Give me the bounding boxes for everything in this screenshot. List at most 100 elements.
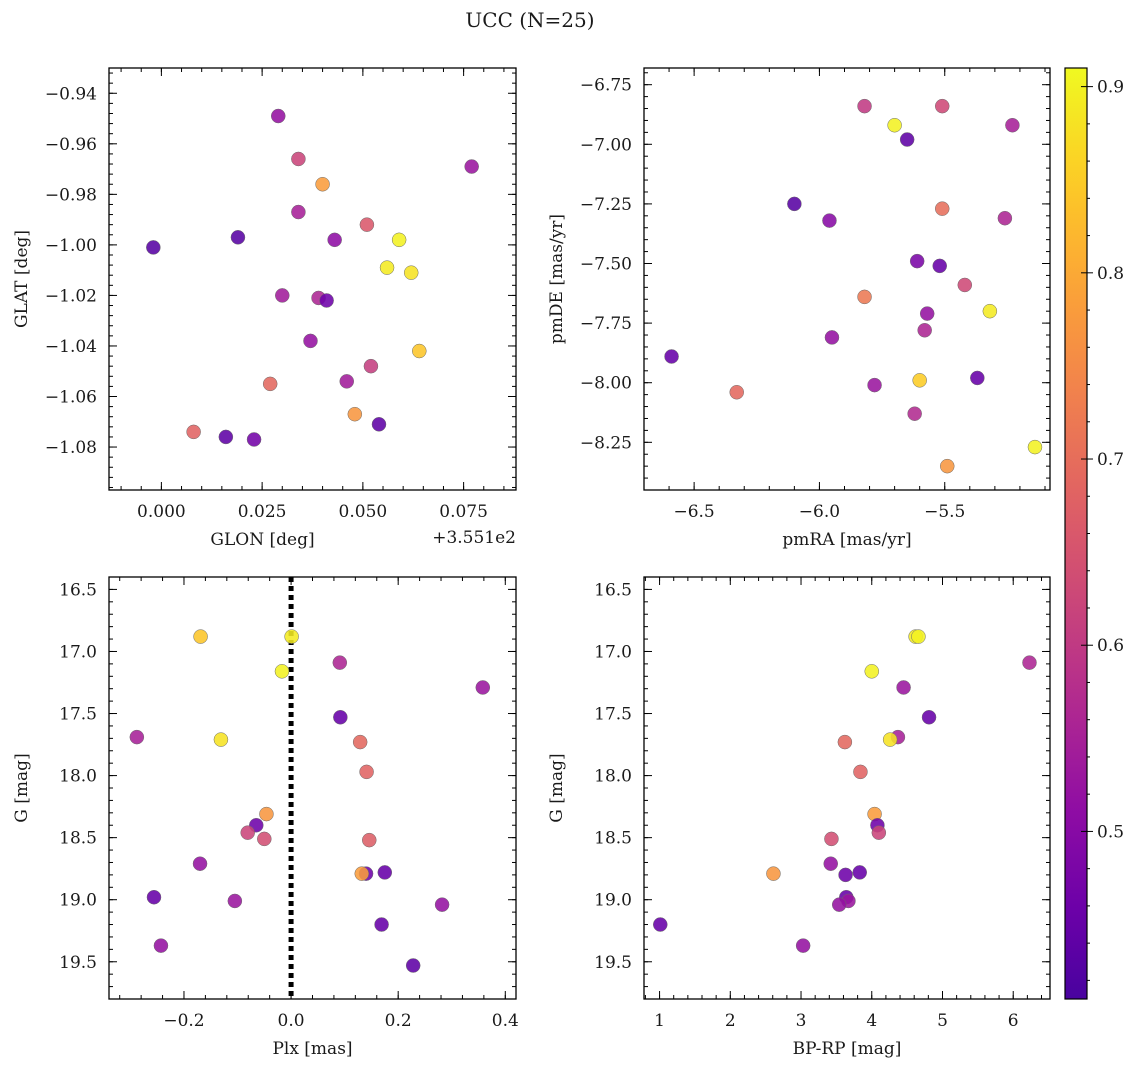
colorbar-gradient — [1064, 67, 1088, 1000]
data-point — [303, 333, 318, 349]
data-point — [729, 384, 744, 400]
y-tick-label: −0.96 — [45, 135, 97, 155]
data-point — [333, 710, 348, 725]
data-point — [193, 629, 208, 644]
colorbar: 0.5 0.6 0.7 0.8 0.9 — [1064, 67, 1124, 1000]
data-point — [327, 232, 342, 248]
data-point — [871, 825, 887, 840]
x-tick-label: 0.025 — [238, 502, 287, 522]
y-axis-label: pmDE [mas/yr] — [547, 214, 567, 344]
x-tick-label: 0.000 — [137, 502, 186, 522]
figure-title: UCC (N=25) — [465, 8, 594, 32]
data-point — [899, 132, 915, 147]
data-point — [192, 856, 208, 871]
data-point — [405, 958, 421, 973]
data-point — [377, 865, 393, 880]
data-point — [332, 655, 348, 670]
plot-frame — [643, 67, 1051, 491]
data-point — [291, 151, 306, 167]
colorbar-tick-label: 0.8 — [1097, 264, 1124, 284]
data-point — [274, 664, 290, 679]
data-point — [391, 232, 407, 248]
data-point — [831, 897, 847, 912]
data-point — [218, 429, 234, 445]
data-point — [153, 938, 169, 953]
x-tick-label: 4 — [866, 1011, 877, 1031]
y-tick-label: 18.5 — [59, 829, 97, 849]
y-tick-label: 19.0 — [59, 891, 97, 911]
data-point — [227, 893, 243, 909]
data-point — [230, 230, 246, 245]
data-point — [970, 370, 985, 386]
y-tick-label: −1.08 — [45, 438, 97, 458]
data-point — [824, 831, 839, 847]
panel-plx-g: −0.2 0.0 0.2 0.4 16.5 17.0 17.5 18.0 18.5 19.0 19.… — [12, 576, 519, 1059]
data-point — [838, 867, 853, 883]
y-tick-label: −1.06 — [45, 388, 97, 408]
data-point — [475, 680, 491, 695]
data-point — [934, 201, 950, 216]
colorbar-tick-label: 0.6 — [1097, 636, 1124, 656]
y-tick-label: −0.94 — [45, 84, 97, 104]
y-tick-label: 17.5 — [59, 705, 97, 725]
data-point — [359, 764, 374, 780]
y-tick-label: 17.0 — [594, 642, 632, 662]
data-point — [259, 806, 274, 822]
colorbar-tick-label: 0.9 — [1097, 78, 1124, 98]
colorbar-tick-label: 0.5 — [1097, 822, 1124, 842]
y-tick-label: −1.02 — [45, 286, 97, 306]
data-point — [359, 217, 375, 232]
y-tick-label: 19.0 — [594, 891, 632, 911]
data-point — [653, 917, 668, 932]
data-point — [787, 196, 802, 212]
data-point — [352, 734, 368, 750]
x-tick-label: 0.0 — [278, 1011, 305, 1031]
data-point — [882, 732, 898, 747]
y-axis-label: GLAT [deg] — [12, 230, 32, 328]
y-tick-label: −1.00 — [45, 236, 97, 256]
y-tick-label: 19.5 — [594, 953, 632, 973]
data-point — [213, 732, 229, 747]
data-point — [852, 865, 867, 880]
y-tick-label: −0.98 — [45, 185, 97, 205]
data-point — [129, 729, 145, 745]
colorbar-tick-label: 0.7 — [1097, 450, 1124, 470]
data-point — [379, 260, 395, 275]
x-tick-label: 3 — [796, 1011, 807, 1031]
x-axis-label: pmRA [mas/yr] — [782, 530, 911, 550]
data-point — [371, 417, 387, 432]
x-tick-label: 0.2 — [385, 1011, 412, 1031]
y-tick-label: 18.5 — [594, 829, 632, 849]
panel-bprp-g: 1 2 3 4 5 6 16.5 17.0 17.5 18.0 18.5 19.0 19.5 BP-RP … — [547, 576, 1051, 1059]
data-point — [339, 374, 355, 389]
y-tick-label: 18.0 — [59, 767, 97, 787]
y-tick-label: 19.5 — [59, 953, 97, 973]
y-tick-label: −7.00 — [580, 135, 632, 155]
data-point — [275, 288, 290, 303]
x-tick-label: −6.0 — [799, 502, 840, 522]
data-point — [795, 938, 811, 953]
data-point — [664, 349, 679, 364]
data-point — [766, 866, 781, 881]
plot-frame — [108, 576, 517, 1000]
data-point — [919, 306, 935, 321]
x-tick-label: 0.050 — [339, 502, 388, 522]
data-point — [319, 293, 334, 308]
data-point — [464, 159, 479, 174]
data-point — [822, 213, 837, 228]
data-point — [857, 289, 872, 305]
data-point — [917, 323, 932, 338]
data-point — [853, 764, 868, 780]
x-tick-label: 5 — [937, 1011, 948, 1031]
data-point — [246, 432, 262, 447]
data-point — [315, 176, 330, 192]
data-point — [867, 377, 882, 393]
x-tick-label: 1 — [654, 1011, 665, 1031]
data-point — [270, 108, 286, 124]
data-point — [412, 343, 427, 359]
data-point — [934, 98, 950, 114]
panel-pmra-pmde: −6.5 −6.0 −5.5 −8.25 −8.00 −7.75 −7.50 −7.25 −7.… — [547, 67, 1051, 550]
x-axis-label: GLON [deg] — [210, 530, 314, 550]
y-tick-label: −7.50 — [580, 255, 632, 275]
